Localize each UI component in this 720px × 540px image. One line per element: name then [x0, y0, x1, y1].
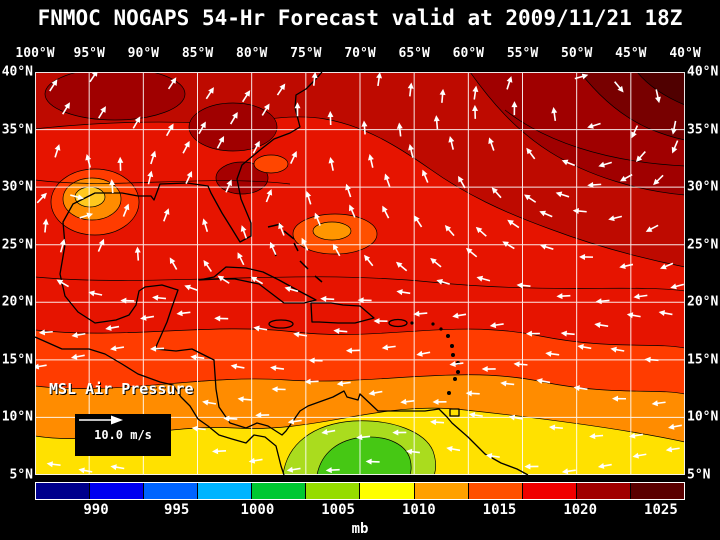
- colorbar-segment: [198, 483, 253, 499]
- latitude-axis-right: 40°N 35°N 30°N 25°N 20°N 15°N 10°N 5°N: [687, 65, 720, 483]
- colorbar-tick-label: 995: [164, 502, 190, 518]
- page-title: FNMOC NOGAPS 54-Hr Forecast valid at 200…: [37, 6, 683, 30]
- colorbar-tick-label: 1025: [644, 502, 678, 518]
- lat-tick-label: 15°N: [1, 352, 33, 368]
- lon-tick-label: 75°W: [290, 46, 322, 61]
- latitude-axis-left: 40°N 35°N 30°N 25°N 20°N 15°N 10°N 5°N: [0, 65, 33, 483]
- lon-tick-label: 95°W: [73, 46, 105, 61]
- lon-tick-label: 100°W: [15, 46, 55, 61]
- lat-tick-label: 10°N: [1, 409, 33, 425]
- lon-tick-label: 55°W: [506, 46, 539, 61]
- lat-tick-label: 15°N: [687, 352, 719, 368]
- colorbar-segment: [252, 483, 307, 499]
- wind-speed-value: 10.0 m/s: [94, 428, 152, 442]
- lat-tick-label: 10°N: [687, 409, 719, 425]
- colorbar-ticks: 990 995 1000 1005 1010 1015 1020 1025: [35, 502, 685, 518]
- lat-tick-label: 20°N: [1, 294, 33, 310]
- small-islands: [410, 321, 460, 395]
- lon-tick-label: 65°W: [398, 46, 430, 61]
- colorbar-segment: [576, 483, 631, 499]
- wind-arrow-icon: [79, 415, 123, 425]
- lat-tick-label: 30°N: [687, 179, 719, 195]
- lon-tick-label: 80°W: [236, 46, 268, 61]
- field-label: MSL Air Pressure: [49, 380, 194, 398]
- colorbar-segment: [630, 483, 684, 499]
- lat-tick-label: 30°N: [1, 179, 33, 195]
- colorbar-tick-label: 1015: [482, 502, 517, 518]
- lon-tick-label: 50°W: [561, 46, 593, 61]
- lat-tick-label: 35°N: [1, 122, 33, 138]
- colorbar-unit-label: mb: [351, 521, 369, 537]
- colorbar-segment: [468, 483, 523, 499]
- lat-tick-label: 20°N: [687, 294, 719, 310]
- colorbar-tick-label: 1020: [563, 502, 598, 518]
- lat-tick-label: 25°N: [1, 237, 33, 253]
- colorbar-segment: [306, 483, 361, 499]
- lon-tick-label: 40°W: [669, 46, 701, 61]
- map-svg: [35, 72, 685, 475]
- lat-tick-label: 40°N: [687, 64, 719, 80]
- longitude-axis: 100°W 95°W 90°W 85°W 80°W 75°W 70°W 65°W 60°W 55°…: [15, 46, 700, 62]
- colorbar-segment: [90, 483, 145, 499]
- lat-tick-label: 35°N: [687, 122, 719, 138]
- colorbar: [35, 482, 685, 500]
- colorbar-segment: [36, 483, 91, 499]
- colorbar-segment: [144, 483, 199, 499]
- colorbar-tick-label: 1000: [240, 502, 275, 518]
- lon-tick-label: 45°W: [615, 46, 647, 61]
- pressure-map: MSL Air Pressure 10.0 m/s: [35, 72, 685, 475]
- lon-tick-label: 60°W: [452, 46, 484, 61]
- wind-speed-legend: 10.0 m/s: [75, 414, 171, 456]
- colorbar-tick-label: 1005: [321, 502, 355, 518]
- lon-tick-label: 85°W: [181, 46, 214, 61]
- lon-tick-label: 70°W: [344, 46, 376, 61]
- wind-arrows: [35, 72, 685, 475]
- colorbar-tick-label: 1010: [401, 502, 436, 518]
- lat-tick-label: 5°N: [687, 467, 711, 483]
- colorbar-tick-label: 990: [83, 502, 109, 518]
- colorbar-segment: [414, 483, 469, 499]
- colorbar-segment: [360, 483, 415, 499]
- lat-tick-label: 5°N: [9, 467, 33, 483]
- lat-tick-label: 25°N: [687, 237, 719, 253]
- lat-tick-label: 40°N: [1, 64, 33, 80]
- colorbar-segment: [522, 483, 577, 499]
- lon-tick-label: 90°W: [127, 46, 159, 61]
